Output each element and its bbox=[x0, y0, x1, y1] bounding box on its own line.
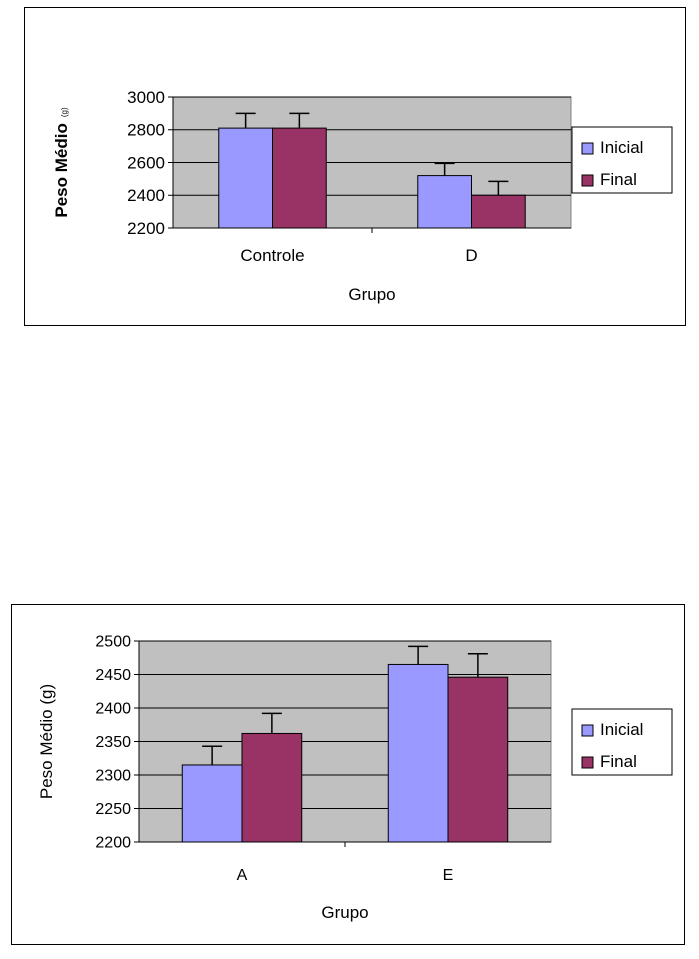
legend-swatch-final bbox=[581, 174, 594, 187]
y-tick-label: 2400 bbox=[95, 701, 131, 718]
chart-1-svg: 2200 2400 2600 2800 3000 Controle D Grupo Peso M… bbox=[52, 88, 673, 304]
y-axis-title-text: Peso Médio (g) bbox=[37, 684, 56, 799]
y-axis-title: Peso Médio (g) bbox=[37, 684, 56, 799]
bar-final-controle bbox=[272, 127, 327, 229]
legend-label-final: Final bbox=[600, 752, 637, 771]
y-tick-label: 2200 bbox=[95, 835, 131, 852]
chart-2-frame: 2200 2250 2300 2350 2400 2450 2500 A E Grupo Peso … bbox=[11, 604, 685, 945]
x-tick-label-controle: Controle bbox=[240, 246, 304, 265]
y-tick-label: 2500 bbox=[95, 634, 131, 651]
y-tick-label: 2600 bbox=[127, 153, 165, 172]
chart-1-frame: 2200 2400 2600 2800 3000 Controle D Grupo Peso M… bbox=[24, 7, 686, 326]
bar-final-d bbox=[471, 194, 526, 229]
legend-box bbox=[571, 708, 673, 776]
y-axis-title: Peso Médio (g) bbox=[52, 107, 71, 218]
x-tick-label-d: D bbox=[465, 246, 477, 265]
y-tick-label: 2300 bbox=[95, 768, 131, 785]
y-axis-unit: (g) bbox=[60, 107, 69, 117]
bar-inicial-d bbox=[417, 175, 472, 229]
y-tick-label: 2200 bbox=[127, 219, 165, 238]
bar-inicial-e bbox=[387, 663, 449, 843]
legend-label-inicial: Inicial bbox=[600, 138, 643, 157]
legend-label-final: Final bbox=[600, 170, 637, 189]
legend-swatch-final bbox=[581, 756, 594, 769]
y-tick-label: 2450 bbox=[95, 667, 131, 684]
chart-2-svg: 2200 2250 2300 2350 2400 2450 2500 A E Grupo Peso … bbox=[37, 634, 673, 922]
legend-label-inicial: Inicial bbox=[600, 720, 643, 739]
legend-swatch-inicial bbox=[581, 724, 594, 737]
legend-swatch-inicial bbox=[581, 142, 594, 155]
x-axis-title: Grupo bbox=[321, 903, 368, 922]
y-tick-label: 3000 bbox=[127, 88, 165, 107]
x-axis-title: Grupo bbox=[348, 285, 395, 304]
bar-inicial-a bbox=[181, 764, 243, 843]
y-tick-label: 2350 bbox=[95, 734, 131, 751]
y-tick-label: 2250 bbox=[95, 801, 131, 818]
x-tick-label-e: E bbox=[443, 867, 454, 884]
x-tick-label-a: A bbox=[237, 867, 248, 884]
y-tick-label: 2400 bbox=[127, 186, 165, 205]
bar-final-e bbox=[447, 676, 509, 843]
y-tick-label: 2800 bbox=[127, 121, 165, 140]
bar-final-a bbox=[241, 732, 303, 843]
y-axis-title-text: Peso Médio bbox=[52, 123, 71, 217]
bar-inicial-controle bbox=[218, 127, 274, 229]
